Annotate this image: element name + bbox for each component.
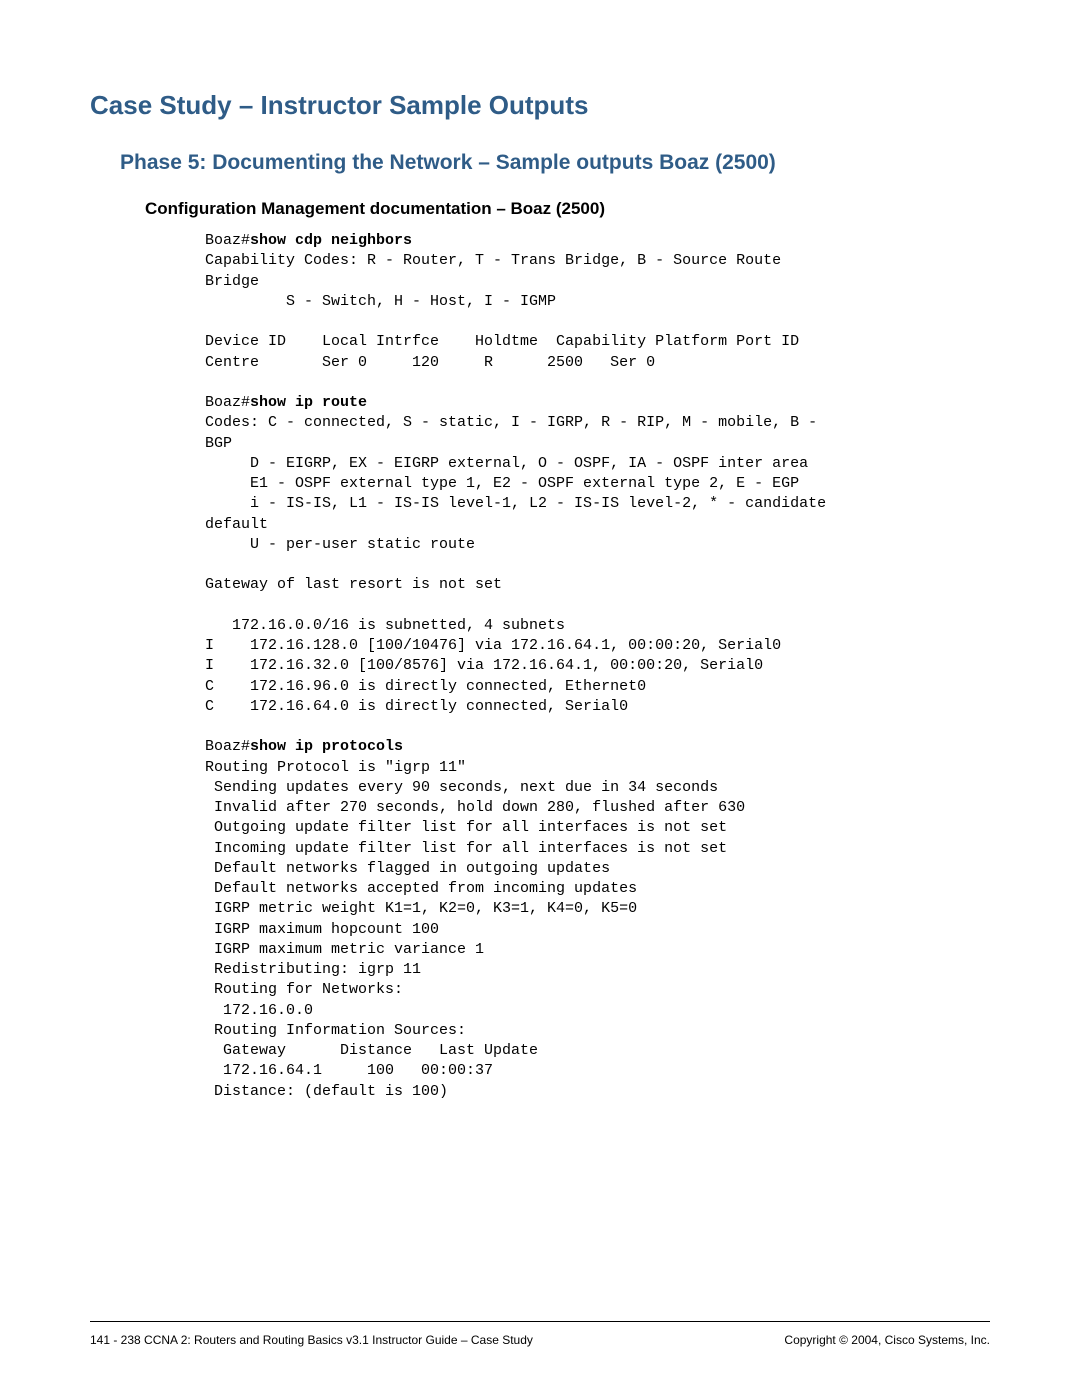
section-heading: Configuration Management documentation –… (145, 199, 990, 219)
command-3: show ip protocols (250, 738, 403, 755)
command-1: show cdp neighbors (250, 232, 412, 249)
page-footer: 141 - 238 CCNA 2: Routers and Routing Ba… (90, 1333, 990, 1347)
footer-right-text: Copyright © 2004, Cisco Systems, Inc. (784, 1333, 990, 1347)
output-block-3: Routing Protocol is "igrp 11" Sending up… (205, 759, 745, 1100)
command-2: show ip route (250, 394, 367, 411)
document-page: Case Study – Instructor Sample Outputs P… (0, 0, 1080, 1397)
output-block-1: Capability Codes: R - Router, T - Trans … (205, 252, 799, 370)
prompt-3: Boaz# (205, 738, 250, 755)
phase-heading: Phase 5: Documenting the Network – Sampl… (120, 151, 990, 175)
output-block-2: Codes: C - connected, S - static, I - IG… (205, 414, 826, 715)
prompt-2: Boaz# (205, 394, 250, 411)
page-title: Case Study – Instructor Sample Outputs (90, 90, 990, 121)
terminal-output: Boaz#show cdp neighbors Capability Codes… (205, 231, 990, 1102)
footer-left-text: 141 - 238 CCNA 2: Routers and Routing Ba… (90, 1333, 533, 1347)
prompt-1: Boaz# (205, 232, 250, 249)
footer-divider (90, 1321, 990, 1322)
